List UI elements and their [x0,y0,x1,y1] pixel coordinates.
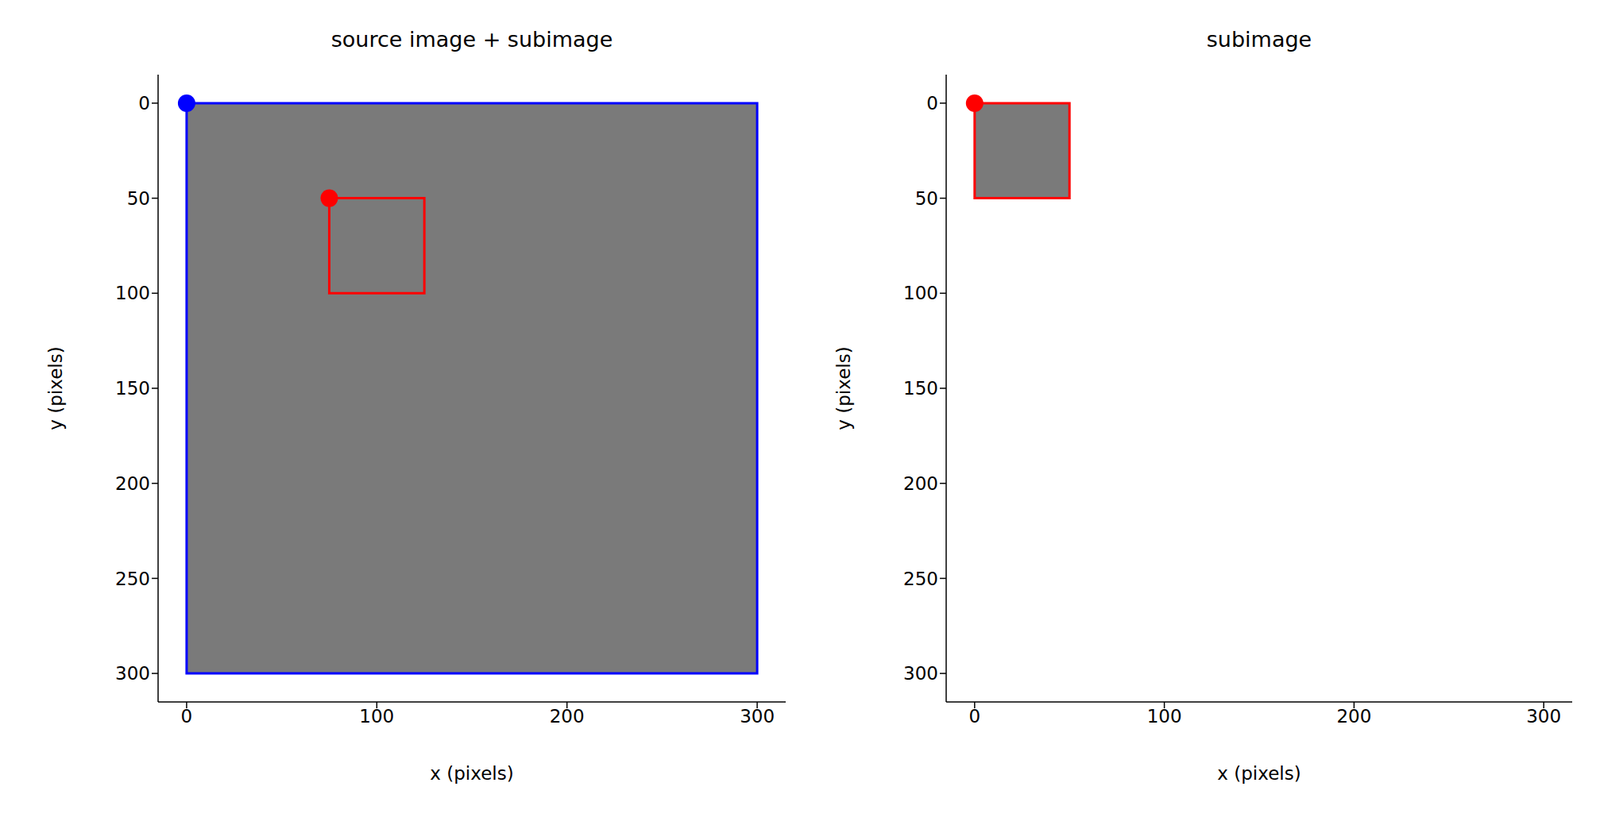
html-text:subimage: subimage [1206,27,1312,52]
svg-text:150: 150 [115,378,151,399]
svg-text:y (pixels): y (pixels) [45,346,66,430]
svg-text:200: 200 [549,706,585,727]
svg-text:y (pixels): y (pixels) [833,346,855,430]
svg-text:150: 150 [903,378,939,399]
svg-text:100: 100 [1147,706,1183,727]
svg-text:0: 0 [926,92,939,114]
svg-text:300: 300 [115,663,151,685]
svg-text:50: 50 [127,188,151,209]
html-text:source image + subimage: source image + subimage [331,27,613,52]
svg-text:x (pixels): x (pixels) [1217,763,1301,785]
svg-text:0: 0 [138,92,151,114]
svg-text:250: 250 [115,568,151,590]
svg-text:200: 200 [1336,706,1372,727]
svg-text:100: 100 [115,282,151,304]
svg-text:100: 100 [359,706,395,727]
svg-text:200: 200 [115,473,151,495]
svg-text:250: 250 [903,568,939,590]
svg-text:0: 0 [181,706,194,727]
svg-text:x (pixels): x (pixels) [429,763,514,785]
svg-text:50: 50 [915,188,939,209]
svg-text:300: 300 [903,663,939,685]
svg-text:100: 100 [903,282,939,304]
svg-text:300: 300 [1526,706,1562,727]
svg-text:200: 200 [903,473,939,495]
svg-text:0: 0 [968,706,981,727]
svg-text:300: 300 [739,706,775,727]
